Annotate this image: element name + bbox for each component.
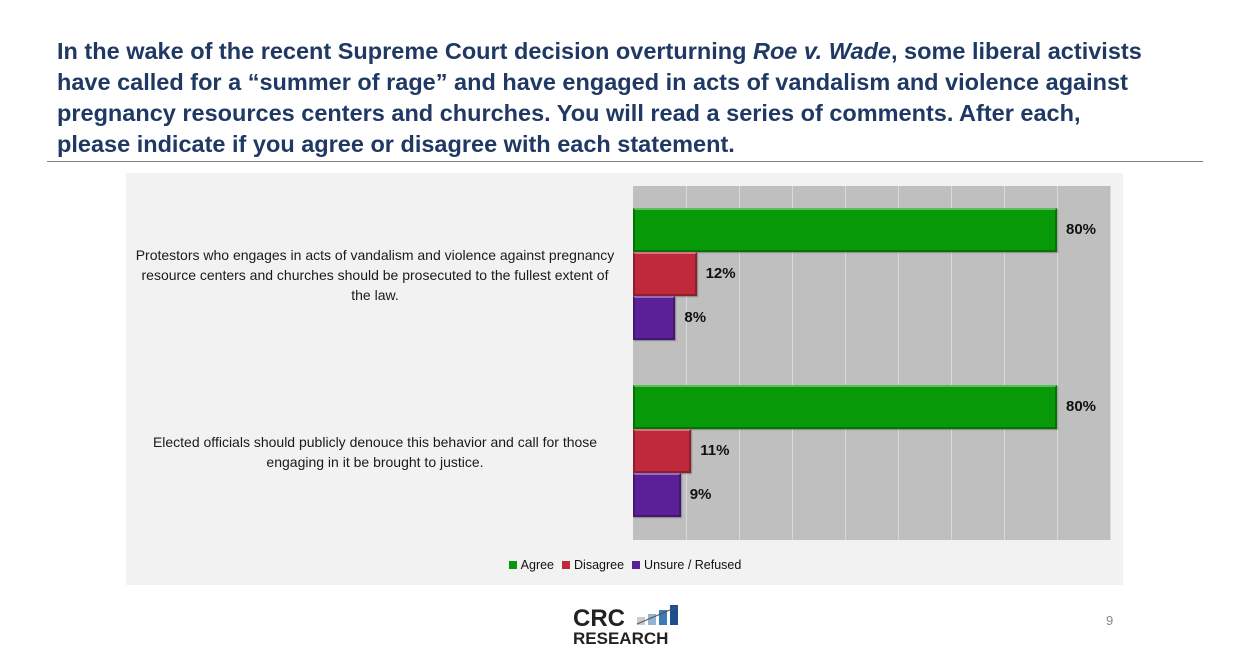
logo-text: CRC (573, 605, 625, 632)
legend-label: Disagree (574, 558, 625, 572)
bar-disagree (633, 252, 697, 296)
gridline (739, 186, 740, 540)
page-number: 9 (1106, 613, 1114, 628)
legend: Agree Disagree Unsure / Refused (0, 558, 1250, 572)
gridline (686, 186, 687, 540)
title-italic: Roe v. Wade (752, 38, 891, 64)
data-label: 80% (1066, 221, 1097, 238)
data-label: 9% (689, 486, 712, 503)
gridline (792, 186, 793, 540)
legend-label: Agree (520, 558, 555, 572)
category-label: Protestors who engages in acts of vandal… (135, 247, 615, 303)
gridline (1110, 186, 1111, 540)
bar-agree (633, 385, 1057, 429)
crc-research-logo: CRC RESEARCH (573, 604, 683, 651)
title-text-end: , some liberal activists have called for… (57, 38, 1142, 157)
gridline (845, 186, 846, 540)
legend-item: Disagree (562, 558, 624, 572)
logo-subtext: RESEARCH (573, 629, 668, 646)
data-label: 80% (1066, 398, 1097, 415)
legend-swatch (632, 561, 641, 569)
bar-agree (633, 208, 1057, 252)
legend-item: Unsure / Refused (632, 558, 741, 572)
slide-title: In the wake of the recent Supreme Court … (57, 36, 1157, 160)
legend-label: Unsure / Refused (644, 558, 742, 572)
gridline (951, 186, 952, 540)
legend-swatch (562, 561, 571, 569)
bar-disagree (633, 429, 692, 473)
data-label: 12% (705, 265, 736, 282)
category-label: Elected officials should publicly denouc… (152, 434, 598, 470)
data-label: 8% (684, 309, 707, 326)
gridline (1004, 186, 1005, 540)
gridline (1057, 186, 1058, 540)
gridline (898, 186, 899, 540)
bar-unsure-refused (633, 473, 681, 517)
legend-swatch (508, 561, 517, 569)
data-label: 11% (700, 442, 730, 459)
title-text: In the wake of the recent Supreme Court … (57, 38, 753, 64)
divider (47, 161, 1203, 162)
bar-unsure-refused (633, 296, 676, 340)
legend-item: Agree (508, 558, 555, 572)
